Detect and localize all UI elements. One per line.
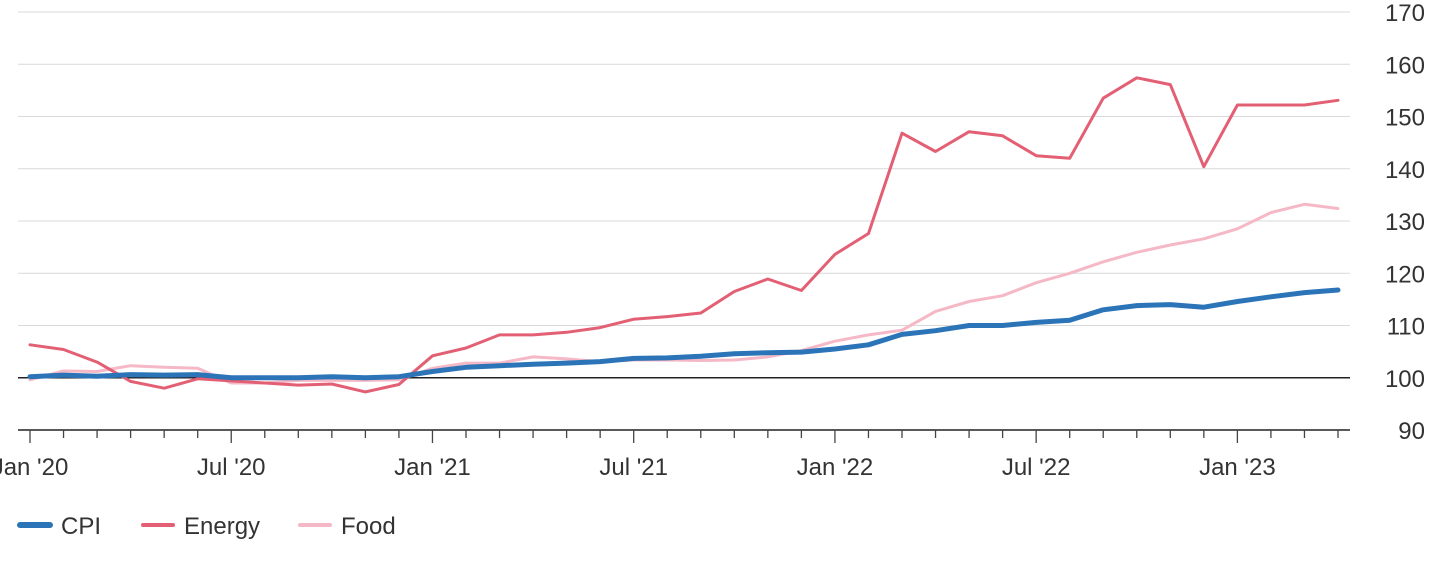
x-tick-label: Jul '20 [197, 454, 266, 481]
grid-lines [18, 11, 1350, 379]
y-axis-labels: 90 100 110 120 130 140 150 160 170 [1385, 0, 1425, 445]
legend-label: Energy [184, 513, 260, 540]
y-tick-label: 110 [1387, 314, 1425, 341]
legend-item-cpi: CPI [17, 513, 101, 540]
x-tick-label: Jan '21 [394, 454, 471, 481]
y-tick-label: 90 [1398, 418, 1425, 445]
legend-item-energy: Energy [141, 513, 260, 540]
y-tick-label: 130 [1385, 209, 1425, 236]
x-axis [18, 429, 1350, 443]
series-lines [27, 76, 1341, 394]
legend-label: Food [341, 513, 396, 540]
y-tick-label: 170 [1385, 0, 1425, 27]
x-tick-label: Jul '22 [1002, 454, 1071, 481]
y-tick-label: 140 [1385, 157, 1425, 184]
legend: CPI Energy Food [17, 513, 396, 540]
series-line-cpi [27, 287, 1341, 381]
x-tick-label: Jan '23 [1199, 454, 1276, 481]
y-tick-label: 160 [1385, 52, 1425, 79]
x-tick-label: Jan '20 [0, 454, 68, 481]
legend-item-food: Food [298, 513, 396, 540]
y-tick-label: 150 [1385, 105, 1425, 132]
x-axis-labels: Jan '20 Jul '20 Jan '21 Jul '21 Jan '22 Jul '… [0, 454, 1276, 481]
y-tick-label: 120 [1385, 261, 1425, 288]
series-line-energy [28, 76, 1340, 394]
x-tick-label: Jan '22 [797, 454, 874, 481]
legend-label: CPI [61, 513, 101, 540]
y-tick-label: 100 [1385, 366, 1425, 393]
x-tick-label: Jul '21 [599, 454, 668, 481]
